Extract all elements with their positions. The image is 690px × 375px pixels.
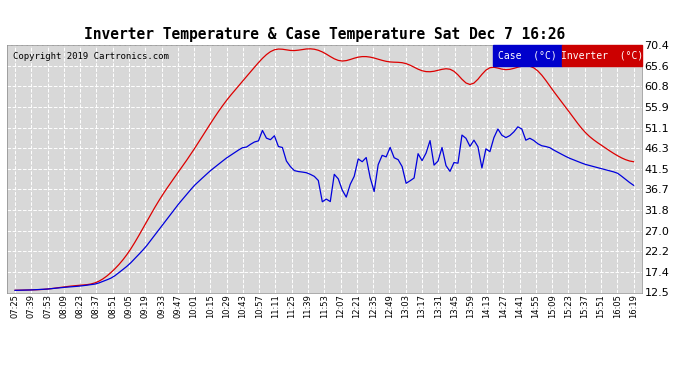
Text: Case  (°C): Case (°C) xyxy=(498,50,558,60)
Text: Copyright 2019 Cartronics.com: Copyright 2019 Cartronics.com xyxy=(13,53,169,62)
Title: Inverter Temperature & Case Temperature Sat Dec 7 16:26: Inverter Temperature & Case Temperature … xyxy=(83,27,565,42)
Text: Inverter  (°C): Inverter (°C) xyxy=(561,50,643,60)
